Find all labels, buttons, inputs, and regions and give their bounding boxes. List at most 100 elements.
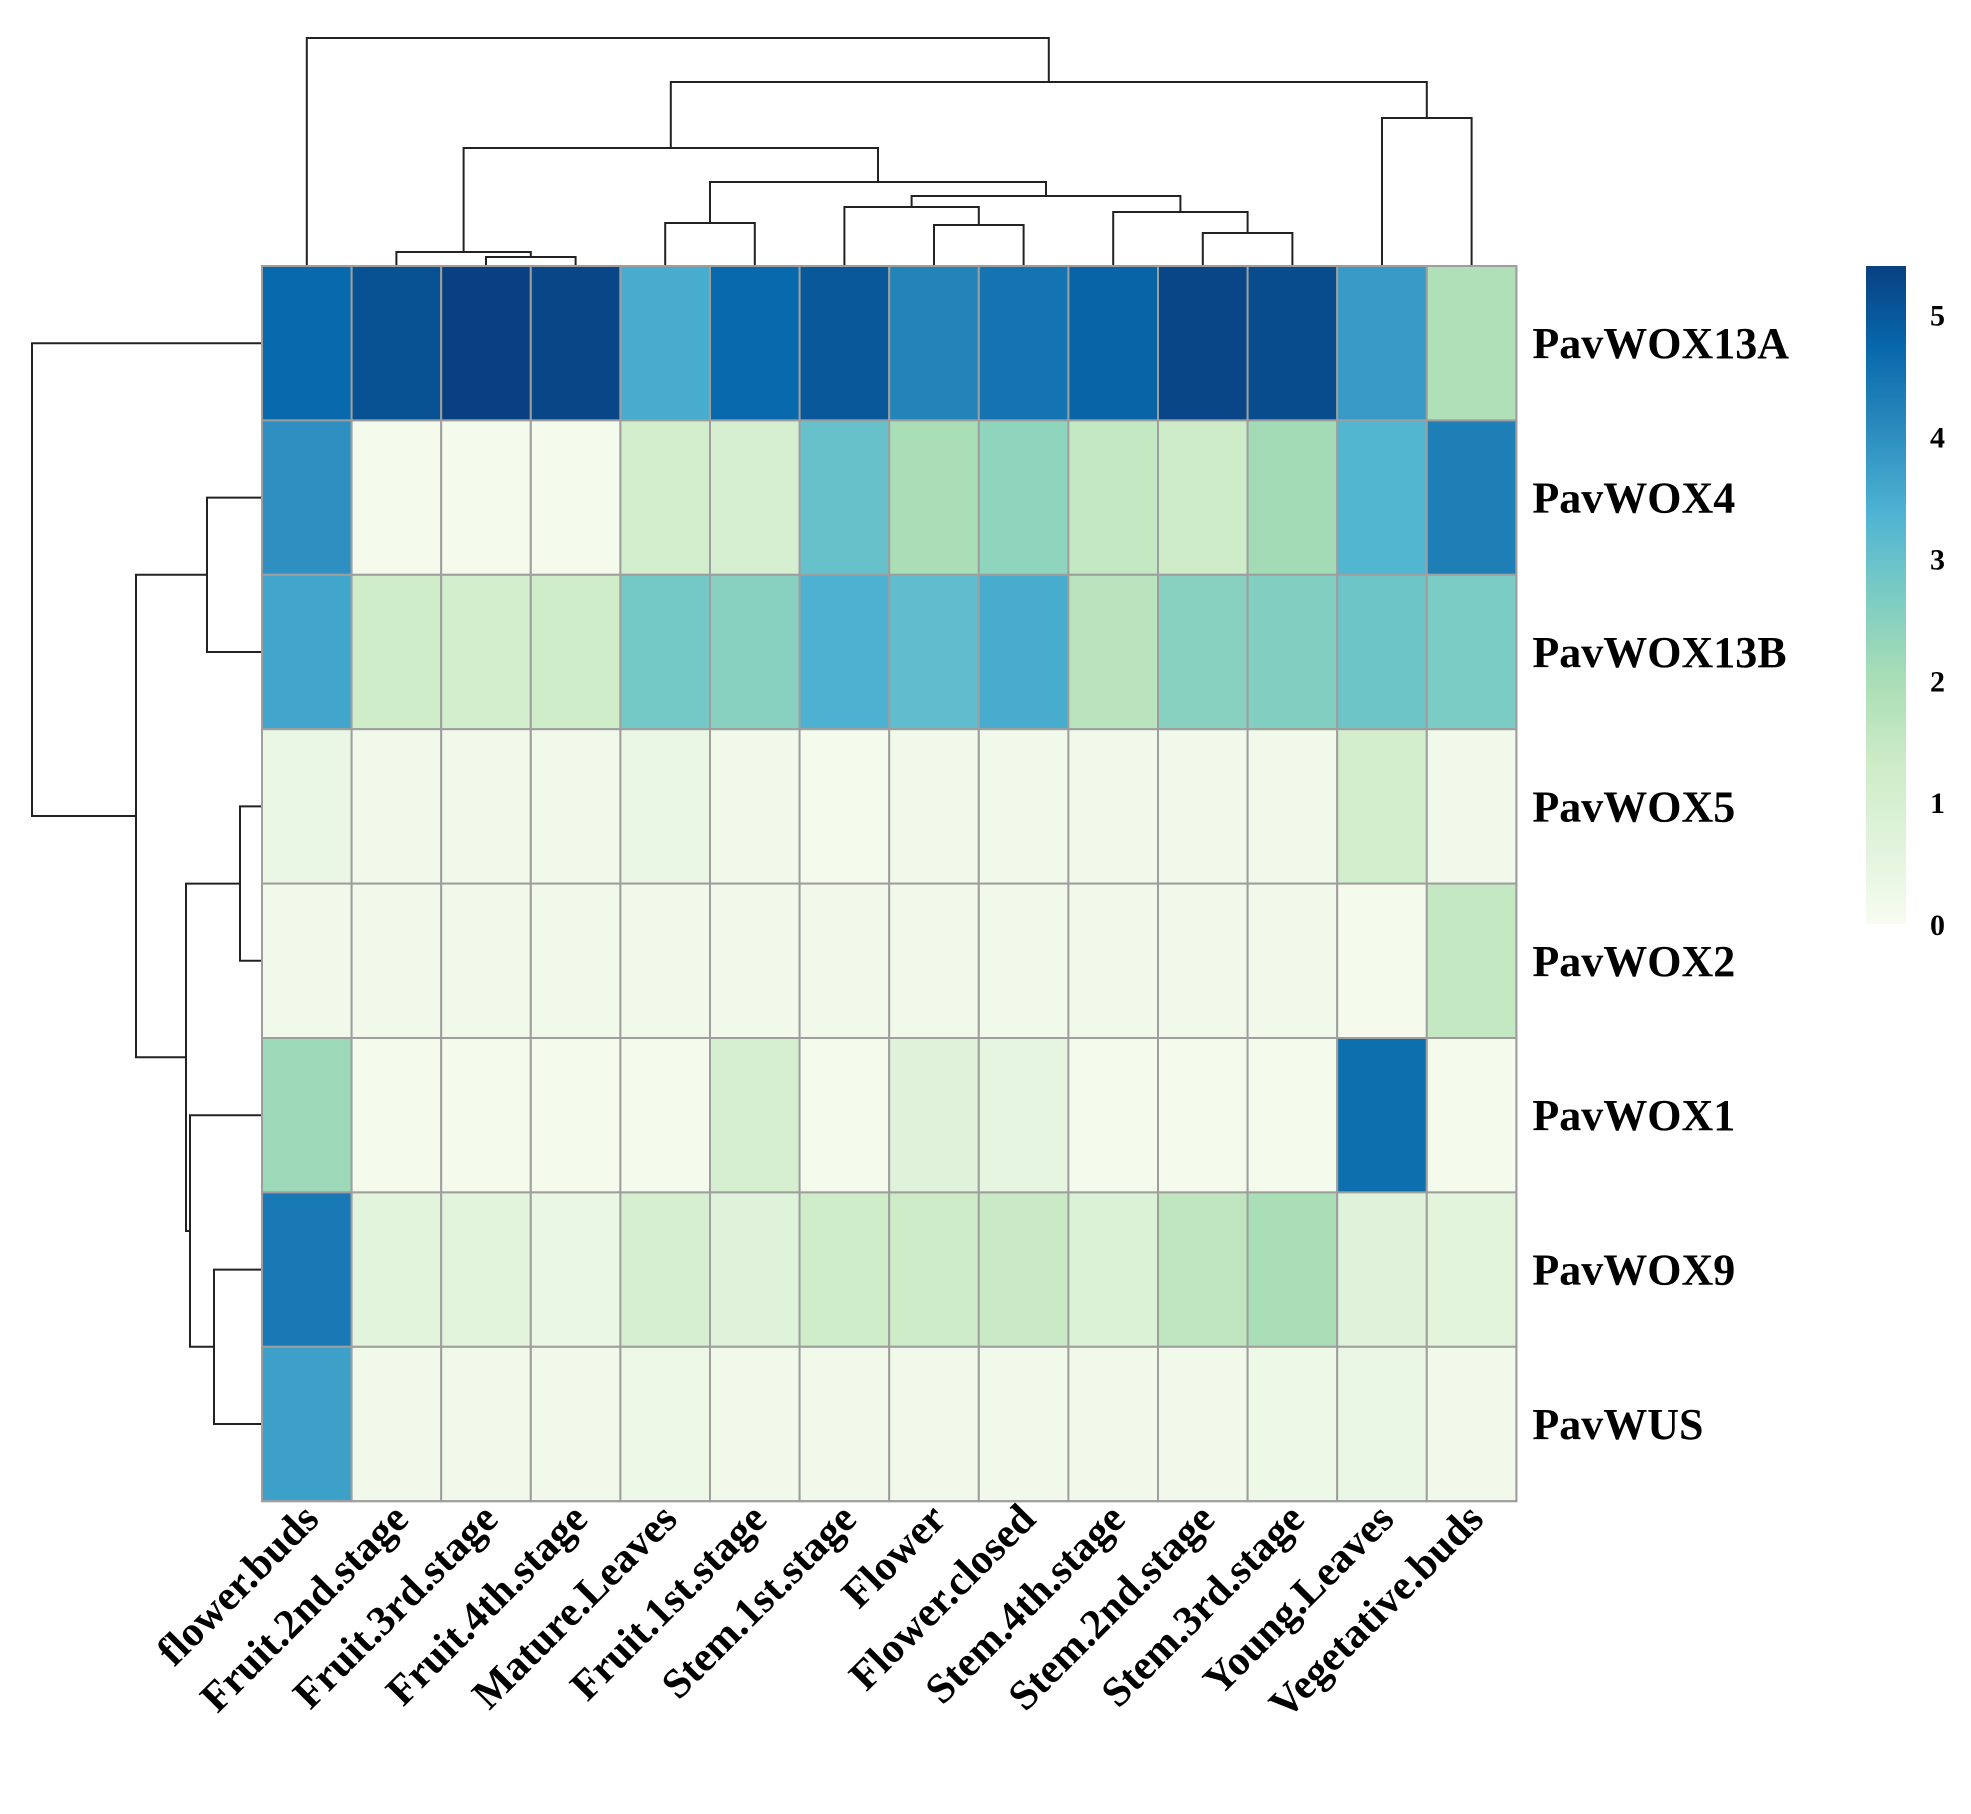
heatmap-cell-pavwus-fruit-2nd-stage bbox=[350, 1345, 443, 1503]
heatmap-cell-pavwox5-flower bbox=[888, 728, 980, 885]
heatmap-cell-pavwox13a-stem-4th-stage bbox=[1067, 265, 1160, 422]
heatmap-cell-pavwox1-vegetative-buds bbox=[1425, 1037, 1518, 1194]
heatmap-cell-pavwox13a-flower-buds bbox=[261, 265, 353, 422]
legend-tick-label: 3 bbox=[1930, 543, 1945, 576]
heatmap-cell-pavwox9-fruit-2nd-stage bbox=[350, 1191, 443, 1348]
heatmap-cell-pavwox2-stem-3rd-stage bbox=[1246, 882, 1339, 1039]
color-legend-bar bbox=[1866, 266, 1906, 924]
heatmap-cell-pavwox2-vegetative-buds bbox=[1425, 882, 1518, 1039]
heatmap-cell-pavwox2-stem-2nd-stage bbox=[1157, 882, 1249, 1039]
heatmap-cell-pavwox5-flower-buds bbox=[261, 728, 353, 885]
heatmap-cell-pavwox1-stem-1st-stage bbox=[798, 1037, 891, 1194]
heatmap-cell-pavwox2-fruit-2nd-stage bbox=[350, 882, 443, 1039]
heatmap-cell-pavwox2-mature-leaves bbox=[619, 882, 712, 1039]
heatmap-cell-pavwox1-young-leaves bbox=[1336, 1037, 1428, 1194]
heatmap-cell-pavwus-mature-leaves bbox=[619, 1345, 712, 1503]
heatmap-cell-pavwox1-stem-2nd-stage bbox=[1157, 1037, 1249, 1194]
color-legend: 0 1 2 3 4 5 bbox=[1866, 266, 1945, 942]
heatmap-cell-pavwus-stem-2nd-stage bbox=[1157, 1345, 1249, 1503]
heatmap-cell-pavwox5-stem-3rd-stage bbox=[1246, 728, 1339, 885]
heatmap-cell-pavwox2-stem-1st-stage bbox=[798, 882, 891, 1039]
row-dendrogram-link bbox=[239, 805, 262, 962]
heatmap-cell-pavwox1-flower-buds bbox=[261, 1037, 353, 1194]
heatmap-cell-pavwox13a-flower bbox=[888, 265, 980, 422]
row-dendrogram-link bbox=[189, 1114, 262, 1348]
heatmap-cell-pavwox1-fruit-4th-stage bbox=[529, 1037, 622, 1194]
row-label-pavwus: PavWUS bbox=[1532, 1400, 1703, 1449]
heatmap-cell-pavwus-flower bbox=[888, 1345, 980, 1503]
heatmap-cell-pavwus-young-leaves bbox=[1336, 1345, 1428, 1503]
heatmap-cell-pavwox4-fruit-2nd-stage bbox=[350, 419, 443, 576]
heatmap-cell-pavwox1-stem-4th-stage bbox=[1067, 1037, 1160, 1194]
heatmap-cell-pavwox9-stem-4th-stage bbox=[1067, 1191, 1160, 1348]
column-dendrogram-link bbox=[669, 81, 1428, 148]
heatmap-cell-pavwox5-flower-closed bbox=[977, 728, 1070, 885]
legend-tick-label: 4 bbox=[1930, 422, 1945, 455]
heatmap-cell-pavwox13a-fruit-1st-stage bbox=[709, 265, 801, 422]
heatmap-cell-pavwox2-fruit-1st-stage bbox=[709, 882, 801, 1039]
legend-tick-label: 2 bbox=[1930, 665, 1945, 698]
row-label-pavwox2: PavWOX2 bbox=[1532, 937, 1735, 986]
heatmap-cell-pavwox5-mature-leaves bbox=[619, 728, 712, 885]
heatmap-cell-pavwox9-flower bbox=[888, 1191, 980, 1348]
heatmap-cell-pavwox13b-stem-3rd-stage bbox=[1246, 573, 1339, 731]
column-dendrogram-link bbox=[462, 147, 879, 252]
heatmap-cell-pavwox13a-fruit-3rd-stage bbox=[440, 265, 532, 422]
row-dendrogram bbox=[31, 342, 262, 1425]
heatmap-cell-pavwox2-flower bbox=[888, 882, 980, 1039]
heatmap-cell-pavwox13a-stem-3rd-stage bbox=[1246, 265, 1339, 422]
row-labels: PavWOX13A PavWOX4 PavWOX13B PavWOX5 PavWOX2 P… bbox=[1532, 319, 1789, 1449]
heatmap-cell-pavwox13b-young-leaves bbox=[1336, 573, 1428, 731]
heatmap-cell-pavwox5-fruit-3rd-stage bbox=[440, 728, 532, 885]
row-label-pavwox9: PavWOX9 bbox=[1532, 1246, 1735, 1295]
heatmap-cell-pavwox2-fruit-4th-stage bbox=[529, 882, 622, 1039]
column-labels: flower.budsFruit.2nd.stageFruit.3rd.stag… bbox=[149, 1496, 1493, 1728]
heatmap-cell-pavwox5-vegetative-buds bbox=[1425, 728, 1518, 885]
heatmap-cell-pavwox4-flower-closed bbox=[977, 419, 1070, 576]
column-dendrogram-link bbox=[910, 195, 1182, 212]
heatmap-cell-pavwox13b-vegetative-buds bbox=[1425, 573, 1518, 731]
heatmap-cell-pavwox2-fruit-3rd-stage bbox=[440, 882, 532, 1039]
row-label-pavwox1: PavWOX1 bbox=[1532, 1091, 1735, 1140]
heatmap-cell-pavwox13a-young-leaves bbox=[1336, 265, 1428, 422]
heatmap-cell-pavwox13a-stem-2nd-stage bbox=[1157, 265, 1249, 422]
heatmap-cell-pavwox13a-fruit-4th-stage bbox=[529, 265, 622, 422]
heatmap-cell-pavwus-flower-buds bbox=[261, 1345, 353, 1503]
heatmap-cell-pavwox13b-flower-buds bbox=[261, 573, 353, 731]
heatmap-cells bbox=[261, 265, 1518, 1503]
heatmap-cell-pavwus-fruit-1st-stage bbox=[709, 1345, 801, 1503]
heatmap-cell-pavwox2-young-leaves bbox=[1336, 882, 1428, 1039]
heatmap-cell-pavwox4-stem-4th-stage bbox=[1067, 419, 1160, 576]
column-dendrogram-link bbox=[395, 251, 532, 266]
row-label-pavwox5: PavWOX5 bbox=[1532, 782, 1735, 831]
heatmap-cell-pavwox13b-fruit-3rd-stage bbox=[440, 573, 532, 731]
column-dendrogram-link bbox=[843, 206, 980, 266]
heatmap-cell-pavwox1-fruit-1st-stage bbox=[709, 1037, 801, 1194]
heatmap-cell-pavwox4-fruit-4th-stage bbox=[529, 419, 622, 576]
heatmap-cell-pavwox4-stem-2nd-stage bbox=[1157, 419, 1249, 576]
heatmap-cell-pavwox5-fruit-1st-stage bbox=[709, 728, 801, 885]
legend-tick-label: 5 bbox=[1930, 300, 1945, 333]
legend-tick-label: 0 bbox=[1930, 909, 1945, 942]
heatmap-cell-pavwox9-flower-buds bbox=[261, 1191, 353, 1348]
row-label-pavwox13b: PavWOX13B bbox=[1532, 628, 1786, 677]
row-dendrogram-link bbox=[213, 1268, 262, 1425]
color-legend-ticks: 0 1 2 3 4 5 bbox=[1930, 300, 1945, 942]
heatmap-cell-pavwox5-stem-1st-stage bbox=[798, 728, 891, 885]
heatmap-cell-pavwox13a-stem-1st-stage bbox=[798, 265, 891, 422]
heatmap-cell-pavwox9-young-leaves bbox=[1336, 1191, 1428, 1348]
heatmap-cell-pavwox1-mature-leaves bbox=[619, 1037, 712, 1194]
heatmap-cell-pavwox4-stem-3rd-stage bbox=[1246, 419, 1339, 576]
column-dendrogram-link bbox=[1381, 117, 1473, 266]
heatmap-cell-pavwox9-mature-leaves bbox=[619, 1191, 712, 1348]
row-dendrogram-link bbox=[185, 882, 240, 1232]
column-dendrogram-link bbox=[933, 224, 1025, 266]
heatmap-cell-pavwox5-young-leaves bbox=[1336, 728, 1428, 885]
heatmap-cell-pavwox9-fruit-1st-stage bbox=[709, 1191, 801, 1348]
column-dendrogram bbox=[305, 37, 1473, 266]
heatmap-cell-pavwus-vegetative-buds bbox=[1425, 1345, 1518, 1503]
heatmap-cell-pavwox9-flower-closed bbox=[977, 1191, 1070, 1348]
heatmap-cell-pavwox9-fruit-4th-stage bbox=[529, 1191, 622, 1348]
heatmap-cell-pavwox1-stem-3rd-stage bbox=[1246, 1037, 1339, 1194]
